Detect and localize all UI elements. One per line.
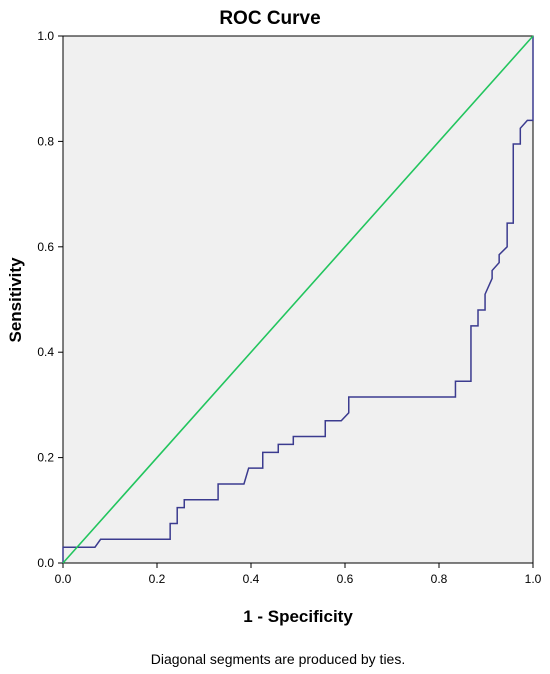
x-tick-label: 0.0 bbox=[55, 572, 72, 586]
y-tick-label: 0.0 bbox=[37, 556, 54, 570]
y-axis-label: Sensitivity bbox=[6, 257, 25, 343]
x-tick-label: 0.4 bbox=[243, 572, 260, 586]
axis-ticks: 0.0 0.2 0.4 0.6 0.8 1.0 0.0 0.2 0.4 0.6 0.8 1.0 bbox=[37, 29, 541, 586]
y-tick-label: 0.2 bbox=[37, 451, 54, 465]
y-tick-label: 0.8 bbox=[37, 134, 54, 148]
x-axis-label: 1 - Specificity bbox=[243, 607, 353, 626]
x-tick-label: 0.8 bbox=[431, 572, 448, 586]
reference-diagonal-line bbox=[62, 35, 534, 564]
chart-title: ROC Curve bbox=[219, 8, 320, 29]
roc-curve-line bbox=[62, 36, 534, 563]
y-tick-label: 0.6 bbox=[37, 240, 54, 254]
x-tick-label: 1.0 bbox=[525, 572, 542, 586]
y-tick-label: 0.4 bbox=[37, 345, 54, 359]
footnote: Diagonal segments are produced by ties. bbox=[151, 651, 405, 667]
x-tick-label: 0.6 bbox=[337, 572, 354, 586]
y-tick-label: 1.0 bbox=[37, 29, 54, 43]
series-lines bbox=[62, 35, 534, 564]
x-tick-label: 0.2 bbox=[149, 572, 166, 586]
